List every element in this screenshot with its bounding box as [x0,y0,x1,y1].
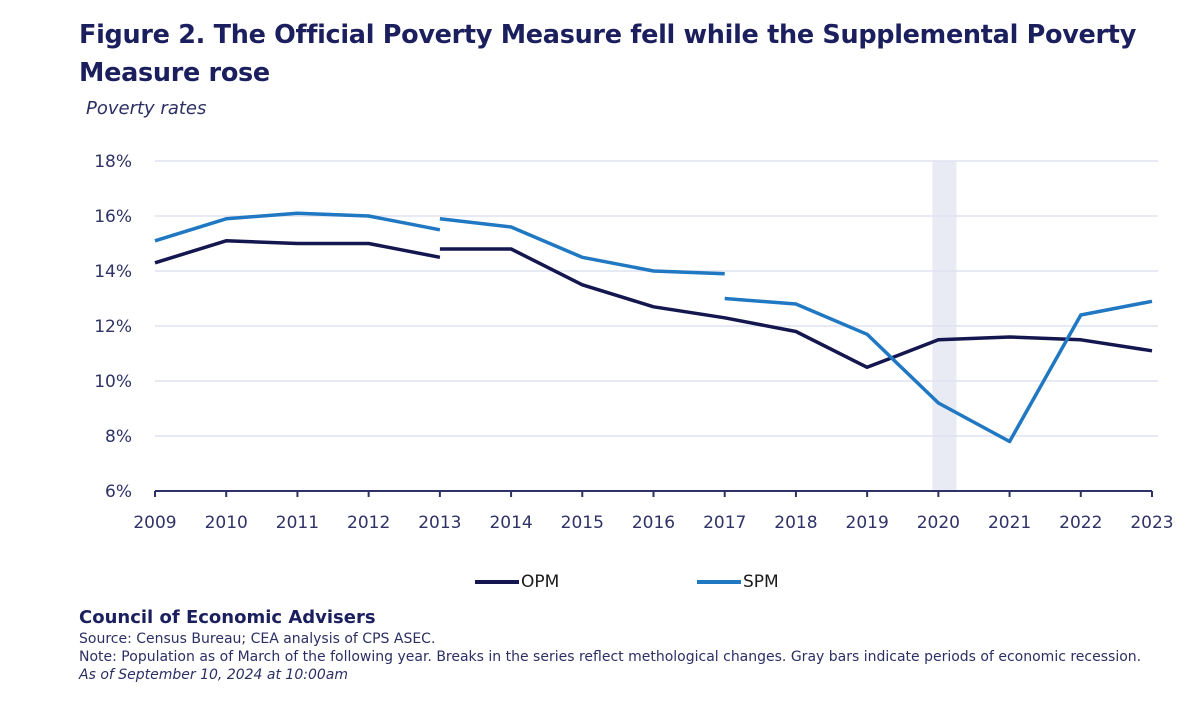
line-chart: 6% 8% 10% 12% 14% 16% 18% 2009 2010 2011 2012 2013… [94,152,1173,533]
y-tick-label: 18% [94,152,132,172]
y-tick-label: 6% [105,482,132,502]
series-line-spm [154,211,441,243]
legend-swatch-opm [475,580,519,584]
x-axis-labels: 2009 2010 2011 2012 2013 2014 2015 2016 2017 2018… [133,513,1173,533]
x-tick-label: 2023 [1130,513,1173,533]
footer-note: Note: Population as of March of the foll… [79,649,1142,665]
series-line-spm [439,217,725,276]
legend-label-spm: SPM [743,572,779,592]
x-tick-label: 2016 [632,513,675,533]
series-line-opm [154,239,441,265]
series-line-opm [439,247,1153,370]
x-tick-label: 2022 [1059,513,1102,533]
series-opm [154,239,1153,370]
footer-as-of: As of September 10, 2024 at 10:00am [79,667,348,683]
x-tick-label: 2021 [988,513,1031,533]
x-tick-label: 2012 [347,513,390,533]
x-tick-label: 2013 [418,513,461,533]
y-tick-label: 10% [94,372,132,392]
y-tick-label: 16% [94,207,132,227]
legend-item-opm: OPM [475,572,559,592]
x-tick-label: 2015 [561,513,604,533]
x-tick-label: 2020 [917,513,960,533]
legend-label-opm: OPM [521,572,560,592]
x-tick-label: 2018 [774,513,817,533]
series-spm [154,211,1153,444]
y-tick-label: 14% [94,262,132,282]
legend-item-spm: SPM [697,572,779,592]
legend-swatch-spm [697,580,741,584]
chart-title: Figure 2. The Official Poverty Measure f… [79,20,1137,88]
series-lines [154,211,1153,444]
gridlines [155,160,1158,437]
x-tick-label: 2019 [846,513,889,533]
x-axis [154,490,1153,497]
series-line-spm [724,296,1153,444]
y-tick-label: 12% [94,317,132,337]
legend: OPM SPM [0,572,1202,598]
x-tick-label: 2014 [489,513,532,533]
x-tick-label: 2011 [276,513,319,533]
x-tick-label: 2017 [703,513,746,533]
footer-source: Source: Census Bureau; CEA analysis of C… [79,631,436,647]
x-tick-label: 2010 [205,513,248,533]
chart-subtitle: Poverty rates [86,98,207,119]
footer: Council of Economic Advisers Source: Cen… [79,606,1179,684]
footer-org: Council of Economic Advisers [79,607,376,628]
x-tick-label: 2009 [133,513,176,533]
y-tick-label: 8% [105,427,132,447]
y-axis-labels: 6% 8% 10% 12% 14% 16% 18% [94,152,132,502]
